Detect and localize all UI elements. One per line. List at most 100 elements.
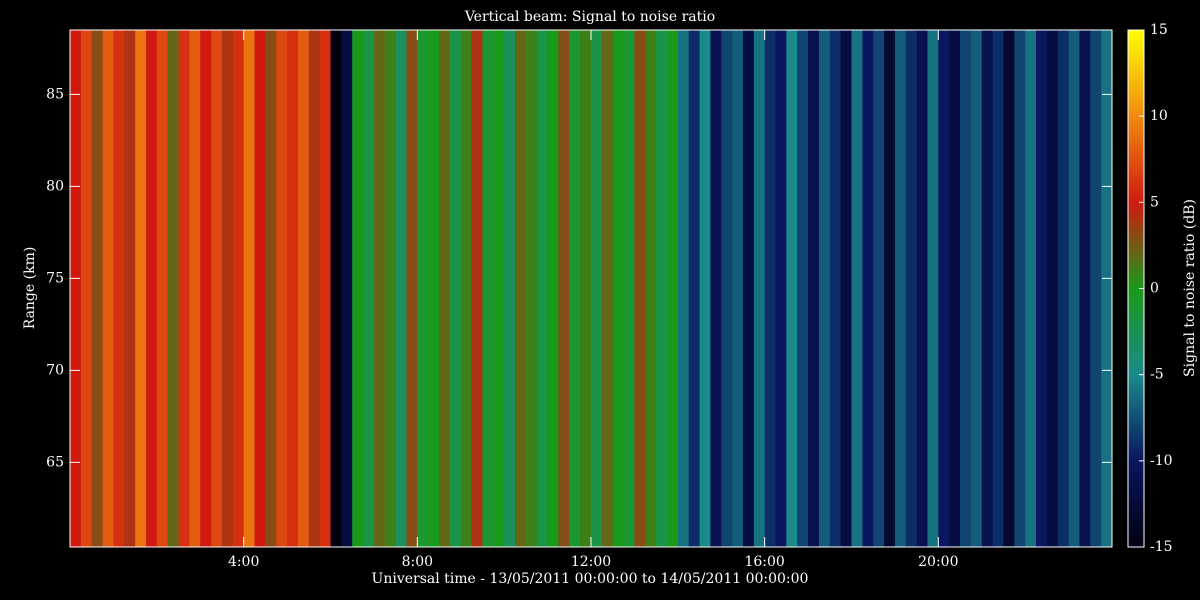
heatmap-cell (352, 30, 364, 547)
heatmap-cell (102, 30, 114, 547)
heatmap-cell (1090, 30, 1102, 547)
heatmap-cell (992, 30, 1004, 547)
heatmap-cell (949, 30, 961, 547)
heatmap-cell (536, 30, 548, 547)
colorbar-tick-label: 5 (1150, 194, 1159, 210)
colorbar-tick-label: 0 (1150, 281, 1159, 297)
heatmap-cell (439, 30, 451, 547)
heatmap-cell (1079, 30, 1091, 547)
heatmap-cell (916, 30, 928, 547)
colorbar (1128, 30, 1144, 547)
chart-title: Vertical beam: Signal to noise ratio (464, 9, 715, 25)
heatmap-cell (406, 30, 418, 547)
heatmap-cell (525, 30, 538, 547)
heatmap-cell (515, 30, 527, 547)
x-tick-label: 20:00 (918, 554, 958, 570)
heatmap-cell (960, 30, 972, 547)
y-tick-label: 85 (46, 86, 64, 102)
heatmap-cell (493, 30, 505, 547)
heatmap-cell (178, 30, 190, 547)
heatmap-cell (580, 30, 592, 547)
heatmap-cell (189, 30, 201, 547)
heatmap-cell (873, 30, 885, 547)
colorbar-tick-label: -10 (1150, 453, 1173, 469)
heatmap-cell (308, 30, 320, 547)
heatmap-cell (753, 30, 765, 547)
heatmap-cell (612, 30, 624, 547)
heatmap-cell (710, 30, 722, 547)
heatmap-cell (1014, 30, 1026, 547)
heatmap-cell (862, 30, 874, 547)
heatmap-cell (927, 30, 939, 547)
heatmap-cell (70, 30, 82, 547)
heatmap-cell (829, 30, 841, 547)
heatmap-cell (677, 30, 689, 547)
heatmap-cell (808, 30, 820, 547)
heatmap-cell (232, 30, 244, 547)
heatmap-cell (319, 30, 331, 547)
heatmap-cell (851, 30, 863, 547)
heatmap-cell (699, 30, 711, 547)
heatmap-cell (373, 30, 386, 547)
x-tick-label: 8:00 (402, 554, 433, 570)
heatmap-cell (1036, 30, 1048, 547)
heatmap-cell (721, 30, 733, 547)
x-axis-label: Universal time - 13/05/2011 00:00:00 to … (372, 571, 809, 587)
heatmap-cell (732, 30, 744, 547)
heatmap-cell (287, 30, 299, 547)
heatmap-cell (167, 30, 179, 547)
heatmap-cell (981, 30, 993, 547)
heatmap-cell (1057, 30, 1069, 547)
heatmap-cell (156, 30, 168, 547)
heatmap-cell (428, 30, 440, 547)
heatmap-cell (80, 30, 93, 547)
heatmap-cell (384, 30, 396, 547)
heatmap-cell (460, 30, 472, 547)
heatmap-cell (645, 30, 657, 547)
colorbar-label: Signal to noise ratio (dB) (1182, 199, 1198, 377)
heatmap-cell (243, 30, 255, 547)
heatmap-cell (970, 30, 983, 547)
heatmap-cell (1068, 30, 1080, 547)
colorbar-tick-label: 15 (1150, 22, 1168, 38)
heatmap-cell (634, 30, 646, 547)
heatmap-cell (395, 30, 407, 547)
heatmap-cell (591, 30, 603, 547)
heatmap-cell (330, 30, 342, 547)
heatmap-cell (417, 30, 429, 547)
heatmap-cell (145, 30, 158, 547)
heatmap-cell (742, 30, 755, 547)
heatmap-cell (764, 30, 776, 547)
heatmap-cell (254, 30, 266, 547)
heatmap-cell (786, 30, 798, 547)
heatmap-cell (91, 30, 103, 547)
heatmap-cell (124, 30, 136, 547)
heatmap-cell (363, 30, 375, 547)
y-axis-label: Range (km) (22, 247, 38, 330)
heatmap-cell (113, 30, 125, 547)
heatmap-cell (504, 30, 516, 547)
heatmap-cell (840, 30, 852, 547)
heatmap-cell (558, 30, 570, 547)
x-tick-label: 4:00 (228, 554, 259, 570)
y-tick-label: 75 (46, 270, 64, 286)
heatmap-cell (1003, 30, 1015, 547)
heatmap-cell (656, 30, 668, 547)
x-tick-label: 16:00 (744, 554, 784, 570)
colorbar-tick-label: -5 (1150, 367, 1164, 383)
heatmap-cell (1046, 30, 1059, 547)
heatmap-cell (666, 30, 679, 547)
heatmap-cell (818, 30, 831, 547)
heatmap-cell (623, 30, 635, 547)
heatmap-cell (938, 30, 950, 547)
colorbar-tick-label: -15 (1150, 539, 1173, 555)
heatmap-cell (200, 30, 212, 547)
y-tick-label: 70 (46, 362, 64, 378)
heatmap-cell (884, 30, 896, 547)
heatmap-cell (297, 30, 310, 547)
heatmap-cell (797, 30, 809, 547)
heatmap-cell (211, 30, 223, 547)
heatmap-cell (1101, 30, 1113, 547)
y-tick-label: 80 (46, 178, 64, 194)
